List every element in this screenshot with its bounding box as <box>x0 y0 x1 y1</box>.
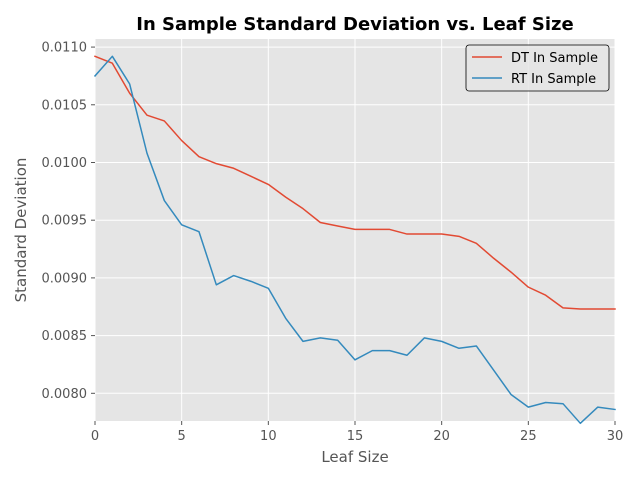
legend-label-dt: DT In Sample <box>511 51 598 66</box>
x-tick-label: 25 <box>520 429 537 444</box>
legend-label-rt: RT In Sample <box>511 72 596 87</box>
y-tick-label: 0.0080 <box>42 387 88 402</box>
chart-title: In Sample Standard Deviation vs. Leaf Si… <box>136 14 573 35</box>
series-line-dt-in-sample <box>94 55 616 310</box>
series-line-rt-in-sample <box>93 55 616 425</box>
y-tick-label: 0.0110 <box>42 41 88 56</box>
y-tick-label: 0.0100 <box>42 156 88 171</box>
series-layer <box>93 55 616 425</box>
y-tick-label: 0.0095 <box>42 214 88 229</box>
x-tick-label: 30 <box>607 429 624 444</box>
x-axis: 0 5 10 15 20 25 30 <box>91 421 623 444</box>
y-tick-label: 0.0090 <box>42 271 88 286</box>
x-axis-label: Leaf Size <box>321 448 388 466</box>
legend: DT In Sample RT In Sample <box>465 44 610 92</box>
x-tick-label: 20 <box>433 429 450 444</box>
y-tick-label: 0.0085 <box>42 329 88 344</box>
x-tick-label: 10 <box>260 429 277 444</box>
y-tick-label: 0.0105 <box>42 98 88 113</box>
x-tick-label: 15 <box>347 429 364 444</box>
x-tick-label: 5 <box>178 429 186 444</box>
y-axis-label: Standard Deviation <box>12 158 30 303</box>
x-tick-label: 0 <box>91 429 99 444</box>
y-axis: 0.0080 0.0085 0.0090 0.0095 0.0100 0.0105 0.01… <box>42 41 95 402</box>
grid-lines <box>94 39 616 421</box>
